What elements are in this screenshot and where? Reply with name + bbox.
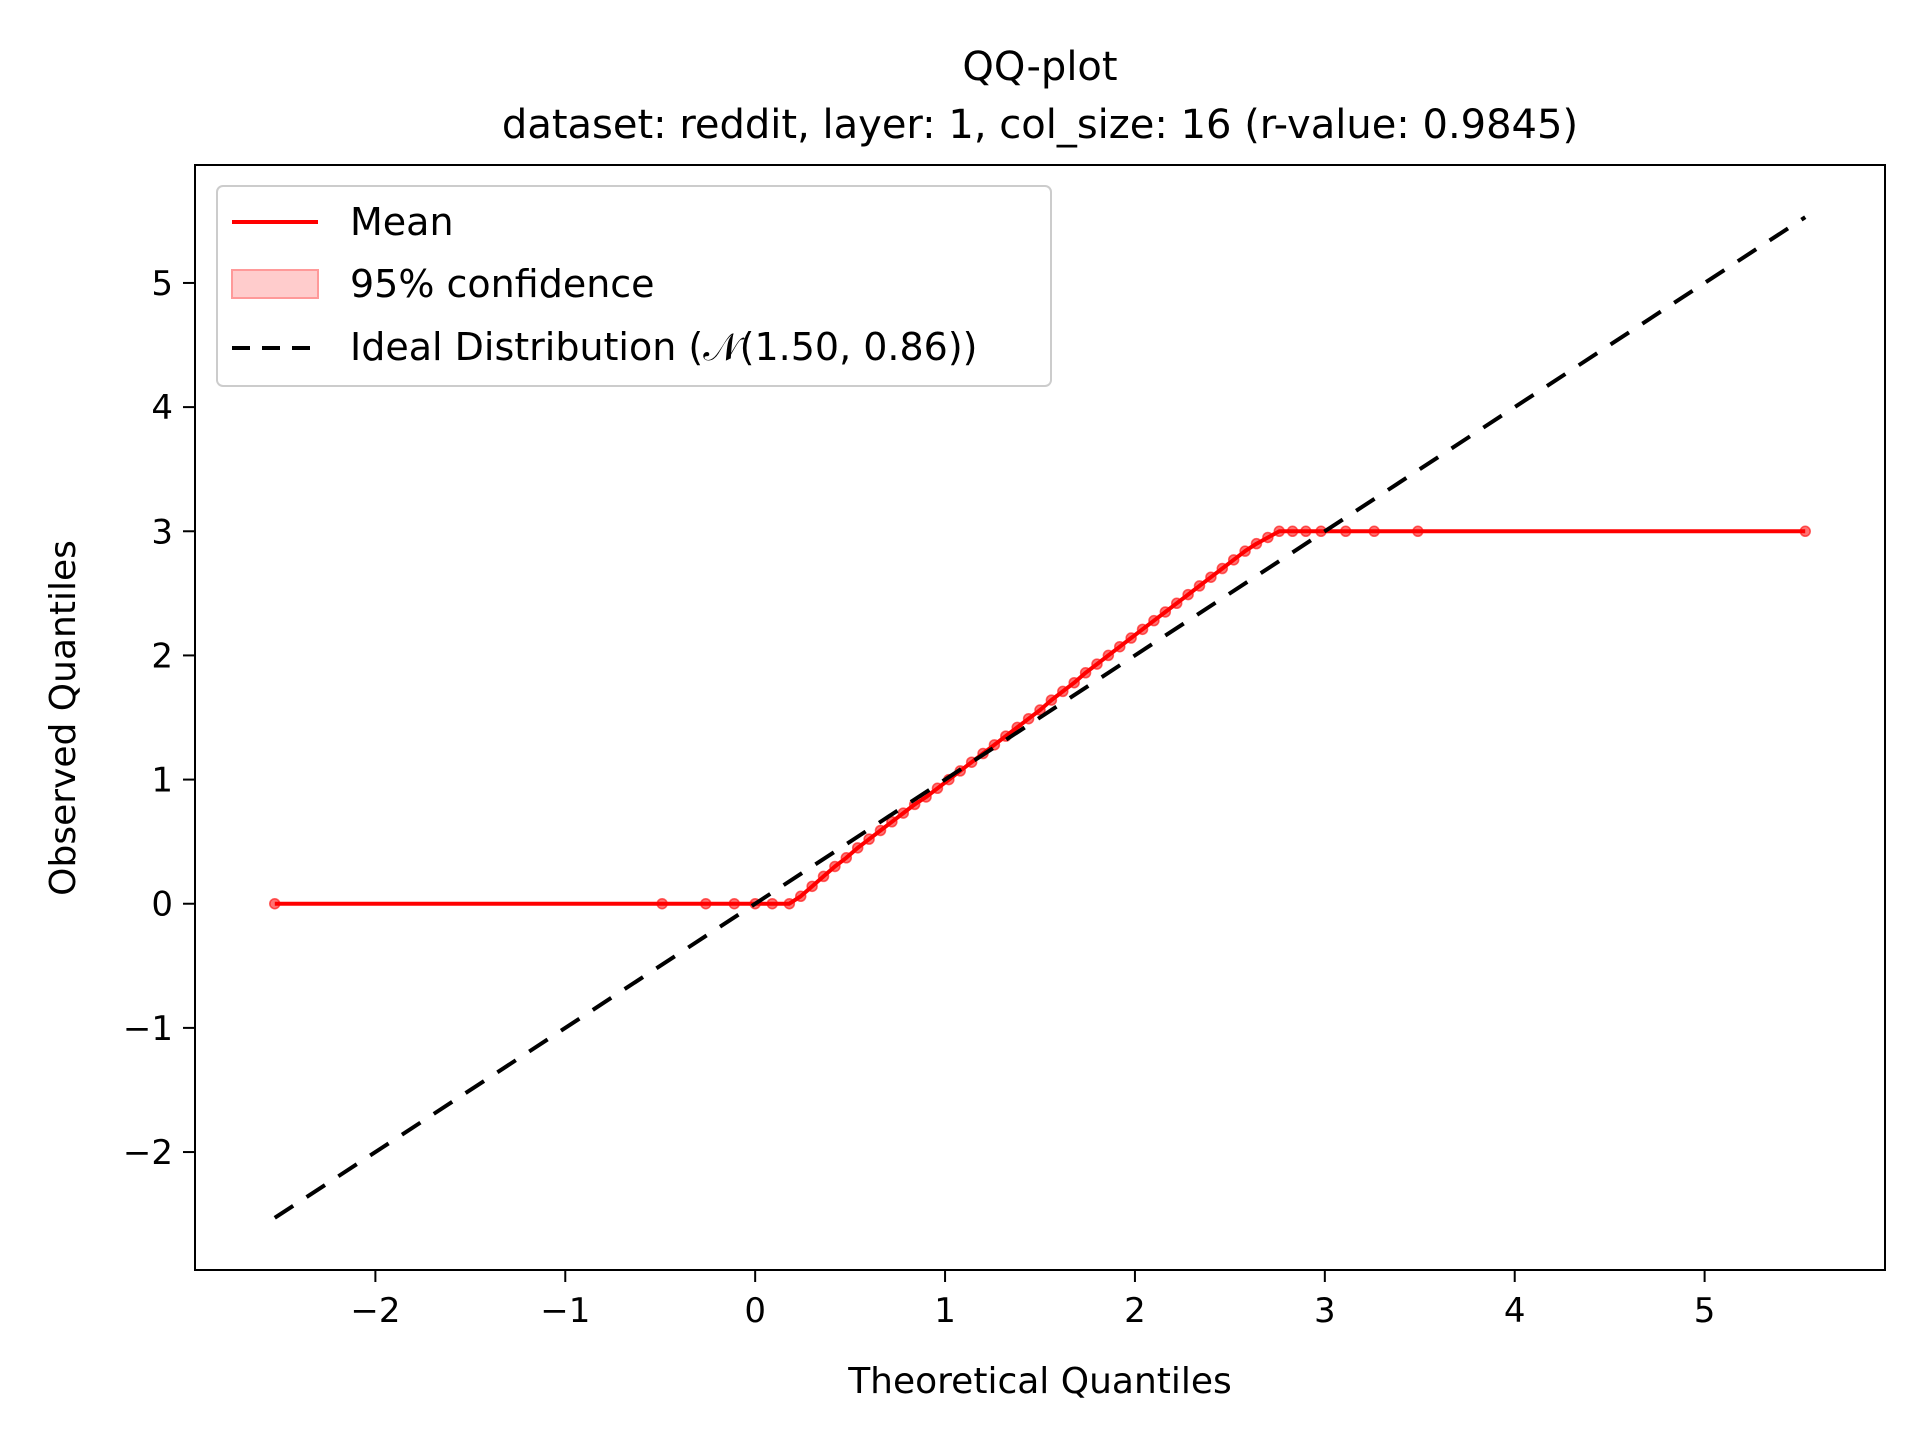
mean-point	[1057, 685, 1069, 698]
mean-point	[766, 897, 779, 910]
mean-point	[269, 897, 281, 910]
legend-ideal-label: Ideal Distribution (𝒩(1.50, 0.86))	[350, 325, 977, 369]
mean-point	[1339, 525, 1352, 538]
legend-confidence-label: 95% confidence	[350, 262, 655, 306]
mean-point	[1148, 614, 1160, 627]
mean-point	[840, 852, 853, 864]
mean-point	[1262, 531, 1274, 544]
x-tick-label: 4	[1504, 1291, 1526, 1331]
mean-point	[863, 833, 875, 845]
mean-point	[656, 897, 668, 910]
mean-point	[1286, 525, 1299, 538]
mean-point	[851, 842, 864, 854]
y-tick-label: 3	[151, 512, 173, 552]
mean-point	[1170, 597, 1183, 610]
x-tick-label: −1	[540, 1291, 590, 1331]
y-tick-label: −1	[123, 1009, 173, 1049]
chart-title: QQ-plot	[962, 44, 1117, 90]
x-tick-label: 5	[1694, 1291, 1716, 1331]
ideal-distribution-line	[273, 215, 1807, 1220]
mean-point	[1125, 632, 1137, 644]
y-tick-label: −2	[123, 1133, 173, 1173]
y-axis-ticks: −2 −1 0 1 2 3 4 5	[123, 264, 195, 1173]
y-tick-label: 2	[151, 636, 173, 676]
mean-point	[1300, 525, 1312, 538]
mean-point	[874, 824, 887, 837]
mean-point	[728, 897, 741, 910]
legend-mean-label: Mean	[350, 200, 454, 244]
mean-point	[1368, 525, 1380, 538]
mean-point	[1182, 588, 1194, 601]
mean-point	[700, 897, 712, 910]
mean-point	[1136, 623, 1149, 636]
mean-point	[1216, 562, 1229, 575]
mean-point	[931, 782, 944, 795]
y-tick-label: 1	[151, 761, 173, 801]
mean-point	[783, 897, 796, 910]
x-tick-label: 1	[934, 1291, 956, 1331]
x-tick-label: 2	[1124, 1291, 1146, 1331]
mean-point	[829, 860, 841, 873]
y-axis-label: Observed Quantiles	[43, 540, 84, 896]
x-tick-label: 0	[744, 1291, 766, 1331]
mean-point	[1159, 606, 1172, 618]
mean-point	[1205, 571, 1217, 583]
mean-point	[806, 880, 818, 893]
x-tick-label: 3	[1314, 1291, 1336, 1331]
mean-point	[1114, 640, 1126, 653]
mean-point	[1193, 580, 1206, 592]
chart-subtitle: dataset: reddit, layer: 1, col_size: 16 …	[502, 102, 1578, 148]
mean-point	[1239, 545, 1251, 557]
mean-point	[1273, 525, 1286, 538]
mean-point	[817, 870, 830, 883]
mean-point	[1045, 694, 1058, 706]
plot-series	[269, 215, 1811, 1220]
legend-confidence-swatch	[231, 269, 319, 299]
mean-point	[886, 816, 898, 828]
mean-point	[1079, 667, 1092, 679]
plot-frame	[194, 164, 1886, 1271]
mean-point	[1250, 537, 1263, 550]
mean-point	[794, 890, 807, 903]
mean-point	[1227, 554, 1240, 566]
legend: Mean 95% confidence Ideal Distribution (…	[216, 185, 1052, 387]
x-axis-label: Theoretical Quantiles	[847, 1361, 1232, 1402]
mean-point	[1412, 525, 1424, 538]
x-axis-ticks: −2 −1 0 1 2 3 4 5	[350, 1270, 1715, 1331]
mean-point	[1799, 525, 1811, 538]
mean-point	[1022, 712, 1035, 725]
mean-point	[897, 807, 910, 819]
mean-point	[1034, 704, 1046, 716]
y-tick-label: 4	[151, 388, 173, 428]
legend-frame	[216, 185, 1052, 387]
mean-point	[1091, 658, 1103, 670]
mean-point	[1102, 649, 1115, 662]
y-tick-label: 0	[151, 885, 173, 925]
y-tick-label: 5	[151, 264, 173, 304]
mean-point	[1068, 676, 1080, 689]
x-tick-label: −2	[350, 1291, 400, 1331]
